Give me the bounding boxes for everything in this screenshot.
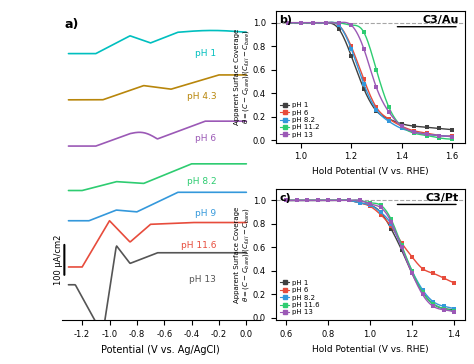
Text: pH 1: pH 1 xyxy=(195,49,216,58)
Y-axis label: Apparent Surface Coverage
$\theta = (C-C_{bare})/(C_{full}-C_{bare})$: Apparent Surface Coverage $\theta = (C-C… xyxy=(234,206,251,302)
Text: pH 8.2: pH 8.2 xyxy=(187,177,216,186)
Text: pH 13: pH 13 xyxy=(190,275,216,284)
Text: b): b) xyxy=(279,15,292,25)
Text: a): a) xyxy=(64,18,79,31)
Text: 100 μA/cm2: 100 μA/cm2 xyxy=(54,235,63,285)
Y-axis label: Apparent Surface Coverage
$\theta = (C-C_{bare})/(C_{full}-C_{bare})$: Apparent Surface Coverage $\theta = (C-C… xyxy=(234,29,251,125)
X-axis label: Potential (V vs. Ag/AgCl): Potential (V vs. Ag/AgCl) xyxy=(101,345,220,355)
Text: C3/Pt: C3/Pt xyxy=(426,193,459,203)
Legend: pH 1, pH 6, pH 8.2, pH 11.2, pH 13: pH 1, pH 6, pH 8.2, pH 11.2, pH 13 xyxy=(278,99,322,141)
Text: pH 6: pH 6 xyxy=(195,134,216,143)
Text: c): c) xyxy=(279,193,291,203)
Text: pH 11.6: pH 11.6 xyxy=(181,241,216,250)
Text: pH 4.3: pH 4.3 xyxy=(187,92,216,101)
Legend: pH 1, pH 6, pH 8.2, pH 11.6, pH 13: pH 1, pH 6, pH 8.2, pH 11.6, pH 13 xyxy=(278,277,322,318)
X-axis label: Hold Potential (V vs. RHE): Hold Potential (V vs. RHE) xyxy=(312,345,428,353)
Text: C3/Au: C3/Au xyxy=(422,15,459,25)
Text: pH 9: pH 9 xyxy=(195,209,216,218)
X-axis label: Hold Potential (V vs. RHE): Hold Potential (V vs. RHE) xyxy=(312,167,428,176)
